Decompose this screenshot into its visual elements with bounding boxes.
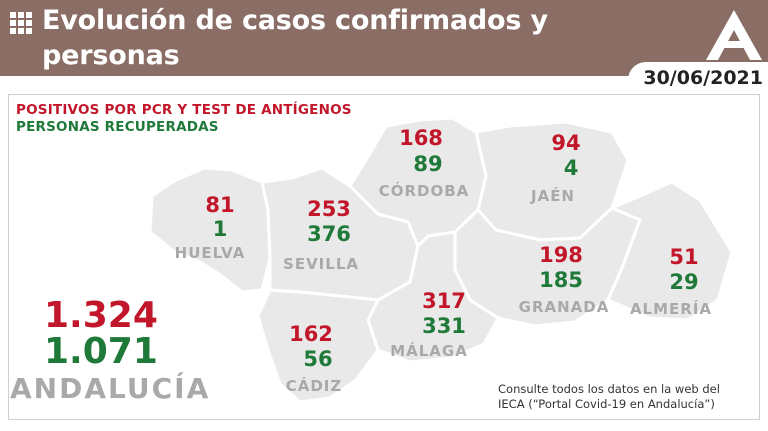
- sevilla-label: SEVILLA: [283, 255, 359, 273]
- cordoba-recovered: 89: [413, 152, 443, 176]
- title-line-2: recuperadas en las últimas 24 horas: [42, 75, 589, 106]
- granada-positives: 198: [539, 243, 583, 267]
- huelva-recovered: 1: [212, 217, 228, 241]
- source-note-line-2: IECA (“Portal Covid-19 en Andalucía”): [498, 397, 715, 411]
- malaga-recovered: 331: [422, 314, 466, 338]
- report-date: 30/06/2021: [643, 67, 763, 89]
- cordoba-label: CÓRDOBA: [378, 182, 470, 200]
- junta-andalucia-logo-icon: [706, 10, 762, 60]
- title-line-1: Evolución de casos confirmados y persona…: [42, 5, 548, 71]
- map-province-cadiz: [256, 288, 380, 404]
- malaga-label: MÁLAGA: [390, 342, 468, 360]
- almeria-recovered: 29: [669, 270, 699, 294]
- granada-label: GRANADA: [518, 298, 610, 316]
- jaen-label: JAÉN: [531, 187, 575, 205]
- region-label: ANDALUCÍA: [10, 372, 211, 405]
- sevilla-positives: 253: [307, 197, 351, 221]
- total-recovered: 1.071: [44, 331, 158, 372]
- legend-recovered: PERSONAS RECUPERADAS: [16, 119, 219, 135]
- grid-menu-icon: [10, 12, 32, 34]
- sevilla-recovered: 376: [307, 222, 351, 246]
- jaen-recovered: 4: [563, 156, 579, 180]
- cadiz-positives: 162: [289, 322, 333, 346]
- legend-positives: POSITIVOS POR PCR Y TEST DE ANTÍGENOS: [16, 102, 352, 118]
- jaen-positives: 94: [551, 131, 581, 155]
- almeria-label: ALMERÍA: [629, 300, 713, 318]
- page-title: Evolución de casos confirmados y persona…: [42, 3, 682, 108]
- map-province-huelva: [148, 166, 272, 294]
- source-note: Consulte todos los datos en la web del I…: [498, 382, 728, 412]
- cadiz-recovered: 56: [303, 347, 333, 371]
- cadiz-label: CÁDIZ: [285, 377, 343, 395]
- source-note-line-1: Consulte todos los datos en la web del: [498, 382, 720, 396]
- cordoba-positives: 168: [399, 126, 443, 150]
- map-province-almeria: [606, 180, 734, 322]
- content-frame: [8, 94, 760, 420]
- date-tab: [628, 62, 768, 98]
- granada-recovered: 185: [539, 268, 583, 292]
- huelva-positives: 81: [205, 193, 235, 217]
- huelva-label: HUELVA: [174, 244, 246, 262]
- malaga-positives: 317: [422, 289, 466, 313]
- almeria-positives: 51: [669, 245, 699, 269]
- total-positives: 1.324: [44, 295, 158, 336]
